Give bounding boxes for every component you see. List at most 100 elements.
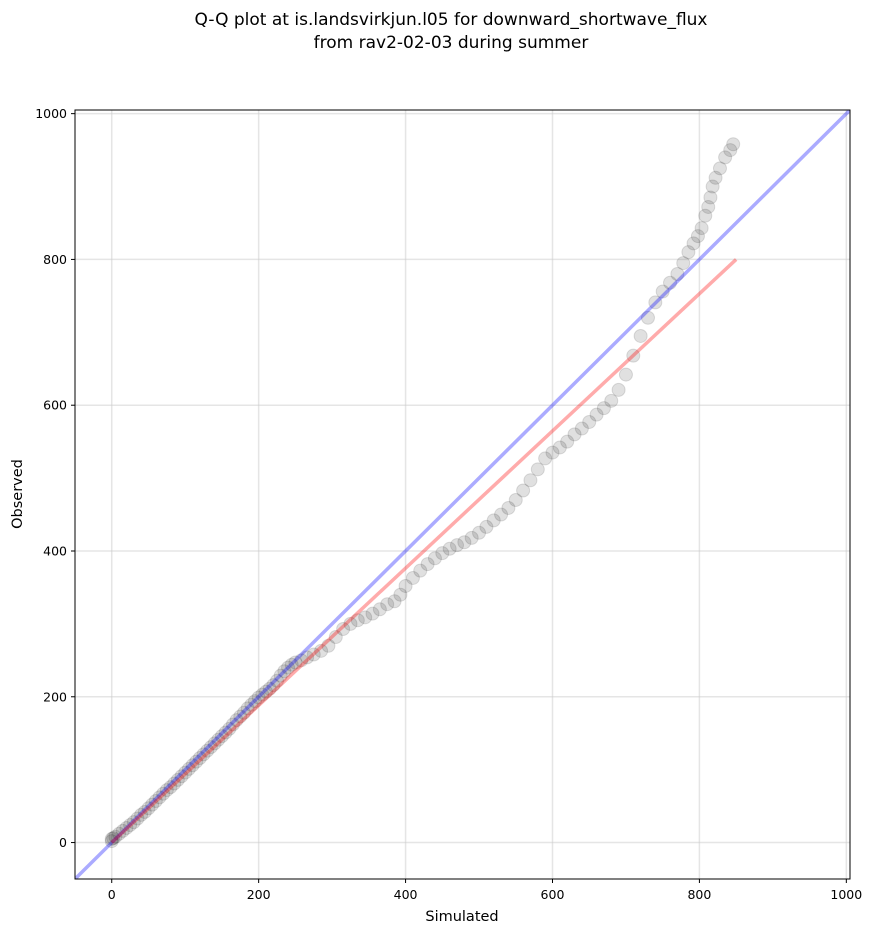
data-point [516,483,531,498]
data-point [472,525,487,540]
data-point [170,772,185,787]
data-point [508,492,523,507]
y-axis-label: Observed [10,459,26,529]
data-point [306,647,321,662]
data-point [538,451,553,466]
identity-line [75,110,850,879]
data-point [214,729,229,744]
data-point [343,616,358,631]
y-tick-label: 400 [43,543,67,558]
y-tick-label: 200 [43,689,67,704]
data-point [270,673,285,688]
scatter-points [104,137,741,849]
data-point [137,804,152,819]
data-point [449,538,464,553]
data-point [486,513,501,528]
data-point [178,765,193,780]
data-point [701,199,716,214]
data-point [115,823,130,838]
data-point [130,811,145,826]
data-point [618,367,633,382]
data-point [123,818,138,833]
chart-title-line-2: from rav2-02-03 during summer [314,33,589,53]
data-point [181,761,196,776]
data-point [545,445,560,460]
data-point [655,284,670,299]
data-point [294,653,309,668]
x-tick-label: 800 [687,887,711,902]
x-tick-label: 1000 [830,887,862,902]
data-point [726,137,741,152]
data-point [141,801,156,816]
data-point [718,150,733,165]
data-point [189,754,204,769]
y-tick-label: 1000 [35,106,67,121]
y-tick-label: 600 [43,398,67,413]
data-point [148,794,163,809]
data-point [442,541,457,556]
data-point [560,434,575,449]
data-point [156,786,171,801]
data-point [604,393,619,408]
data-point [112,826,127,841]
data-point [530,462,545,477]
data-point [494,507,509,522]
data-point [258,684,273,699]
data-point [723,143,738,158]
data-point [380,597,395,612]
data-point [479,519,494,534]
y-tick-label: 800 [43,252,67,267]
data-point [174,769,189,784]
y-tick-label: 0 [59,835,67,850]
x-axis-label: Simulated [425,909,498,925]
data-point [167,776,182,791]
data-point [698,208,713,223]
data-point [670,267,685,282]
data-point [288,655,303,670]
data-point [567,427,582,442]
data-point [222,721,237,736]
data-point [119,820,134,835]
data-point [552,440,567,455]
data-point [708,170,723,185]
x-tick-label: 200 [247,887,271,902]
data-point [663,275,678,290]
data-point [203,740,218,755]
data-point [200,743,215,758]
data-point [501,500,516,515]
data-point [611,382,626,397]
data-point [596,401,611,416]
data-point [207,736,222,751]
data-point [523,473,538,488]
data-point [393,587,408,602]
data-point [464,530,479,545]
data-point [218,725,233,740]
data-point [574,421,589,436]
data-point [640,310,655,325]
data-point [705,179,720,194]
data-point [236,705,251,720]
data-point [694,221,709,236]
x-tick-label: 400 [394,887,418,902]
data-point [321,638,336,653]
data-point [229,713,244,728]
grid-lines [75,110,850,879]
data-point [145,797,160,812]
fit-line [110,258,738,844]
data-point [104,831,119,846]
chart-title-line-1: Q-Q plot at is.landsvirkjun.l05 for down… [195,10,708,30]
data-point [314,643,329,658]
data-point [703,190,718,205]
data-point [106,831,121,846]
data-point [284,657,299,672]
data-point [266,678,281,693]
data-point [255,687,270,702]
data-point [365,606,380,621]
data-point [648,295,663,310]
data-point [233,709,248,724]
plot-area [75,110,850,879]
data-point [225,717,240,732]
data-point [262,681,277,696]
data-point [372,602,387,617]
data-point [405,570,420,585]
